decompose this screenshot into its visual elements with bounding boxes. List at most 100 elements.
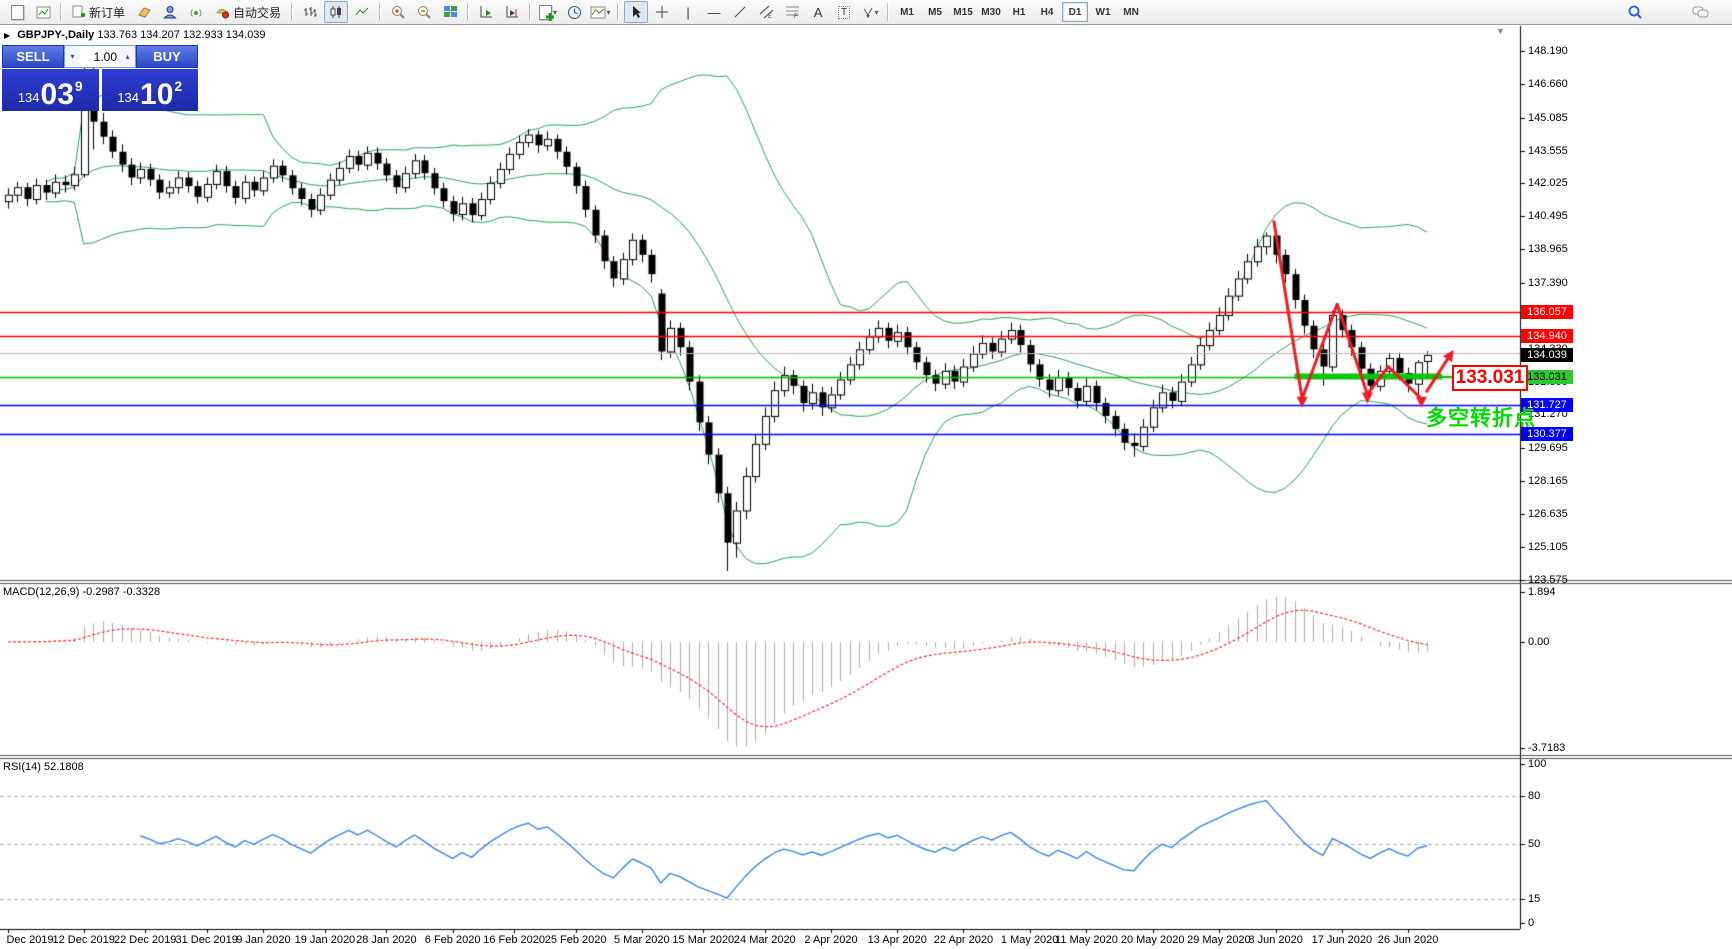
rsi-label: RSI(14) 52.1808 xyxy=(3,761,84,773)
sell-price-integer: 134 xyxy=(17,90,40,105)
indicator-template-icon[interactable]: ▾ xyxy=(588,1,612,23)
date-label: 11 May 2020 xyxy=(1055,934,1118,946)
text-label-icon[interactable]: T xyxy=(832,1,856,23)
symbol-period-label: GBPJPY-,Daily xyxy=(17,29,95,41)
date-label: 20 May 2020 xyxy=(1120,934,1185,946)
sell-price-pips: 03 xyxy=(40,78,74,111)
zoom-out-icon[interactable] xyxy=(412,1,436,23)
sell-price-point: 9 xyxy=(74,78,83,94)
new-object-icon[interactable]: ▾ xyxy=(536,1,560,23)
bar-chart-icon[interactable] xyxy=(298,1,322,23)
new-order-label: 新订单 xyxy=(89,5,126,20)
price-tick-label: 145.085 xyxy=(1528,111,1568,124)
buy-price-pips: 10 xyxy=(140,78,174,111)
auto-scroll-icon[interactable] xyxy=(474,1,498,23)
line-chart-icon[interactable] xyxy=(350,1,374,23)
timeframe-D1[interactable]: D1 xyxy=(1062,2,1089,23)
profile-icon[interactable] xyxy=(158,1,182,23)
date-label: 29 May 2020 xyxy=(1187,934,1251,946)
date-label: 24 Mar 2020 xyxy=(733,934,796,946)
svg-text:F: F xyxy=(794,14,798,19)
fibonacci-icon[interactable]: F xyxy=(780,1,804,23)
date-label: 12 Dec 2019 xyxy=(52,934,115,946)
macd-values: -0.2987 -0.3328 xyxy=(82,586,161,598)
date-label: 9 Jan 2020 xyxy=(236,934,291,946)
buy-price-point: 2 xyxy=(174,78,183,94)
price-badge: 136.057 xyxy=(1521,304,1573,319)
clock-icon[interactable] xyxy=(562,1,586,23)
one-click-trade-panel: SELL ▾ ▴ BUY 134 03 9 134 10 2 xyxy=(2,45,198,111)
rsi-value: 52.1808 xyxy=(43,761,84,773)
new-order-button[interactable]: 新订单 xyxy=(66,1,131,23)
price-tick-label: 143.555 xyxy=(1528,144,1568,157)
tile-windows-icon[interactable] xyxy=(438,1,462,23)
buy-button[interactable]: BUY xyxy=(136,45,198,68)
sell-button[interactable]: SELL xyxy=(2,45,64,68)
volume-input[interactable] xyxy=(80,46,120,67)
price-tick-label: 146.660 xyxy=(1528,77,1568,90)
eraser-icon[interactable] xyxy=(132,1,156,23)
date-label: 19 Jan 2020 xyxy=(294,934,356,946)
date-label: 16 Feb 2020 xyxy=(483,934,545,946)
macd-tick-label: 1.894 xyxy=(1528,586,1556,598)
ohlc-values: 133.763 134.207 132.933 134.039 xyxy=(97,29,266,41)
price-badge: 134.940 xyxy=(1521,328,1573,343)
price-tick-label: 140.495 xyxy=(1528,210,1568,223)
volume-up-button[interactable]: ▴ xyxy=(120,46,135,67)
chinese-annotation-text[interactable]: 多空转折点 xyxy=(1426,407,1536,430)
chart-shift-icon[interactable] xyxy=(500,1,524,23)
svg-text:E: E xyxy=(768,14,772,19)
price-badge: 131.727 xyxy=(1521,397,1573,412)
date-label: 15 Mar 2020 xyxy=(672,934,735,946)
signal-icon[interactable] xyxy=(184,1,208,23)
auto-trading-button[interactable]: 自动交易 xyxy=(209,1,287,23)
date-label: 31 Dec 2019 xyxy=(175,934,238,946)
macd-tick-label: 0.00 xyxy=(1528,636,1550,648)
new-chart-icon[interactable] xyxy=(5,1,29,23)
price-tick-label: 123.575 xyxy=(1528,573,1568,586)
arrows-tool-icon[interactable]: ▾ xyxy=(858,1,882,23)
timeframe-MN[interactable]: MN xyxy=(1123,6,1139,18)
timeframe-W1[interactable]: W1 xyxy=(1095,6,1111,18)
timeframe-bar: M1 M5 M15 M30 H1 H4 D1 W1 MN xyxy=(893,2,1145,23)
horizontal-line-icon[interactable]: — xyxy=(707,4,721,20)
chart-shift-marker-icon[interactable]: ▼ xyxy=(1496,26,1505,36)
date-label: 26 Jun 2020 xyxy=(1377,934,1439,946)
chart-title: ▶ GBPJPY-,Daily 133.763 134.207 132.933 … xyxy=(4,29,266,41)
price-badge: 134.039 xyxy=(1521,347,1573,362)
date-label: 6 Feb 2020 xyxy=(424,934,481,946)
collapse-arrow-icon[interactable]: ▶ xyxy=(4,31,11,40)
macd-label: MACD(12,26,9) -0.2987 -0.3328 xyxy=(3,586,161,598)
timeframe-M1[interactable]: M1 xyxy=(900,6,914,18)
cursor-icon[interactable] xyxy=(624,1,649,23)
volume-stepper: ▾ ▴ xyxy=(64,45,136,68)
trendline-icon[interactable] xyxy=(728,1,752,23)
channel-icon[interactable]: E xyxy=(754,1,778,23)
date-label: 1 May 2020 xyxy=(1000,934,1059,946)
buy-price-display[interactable]: 134 10 2 xyxy=(101,69,198,111)
timeframe-H1[interactable]: H1 xyxy=(1012,6,1026,18)
timeframe-H4[interactable]: H4 xyxy=(1040,6,1054,18)
price-flag-annotation[interactable]: 133.031 xyxy=(1452,365,1528,391)
toolbar: 新订单 自动交易 ▾ ▾ | — E F A T ▾ M1 M5 M15 M30 H1 H… xyxy=(0,0,1732,25)
text-icon[interactable]: A xyxy=(813,4,823,20)
zoom-in-icon[interactable] xyxy=(386,1,410,23)
volume-down-button[interactable]: ▾ xyxy=(65,46,80,67)
timeframe-M15[interactable]: M15 xyxy=(953,6,973,18)
rsi-tick-label: 15 xyxy=(1528,893,1541,906)
search-icon[interactable] xyxy=(1623,1,1647,23)
date-label: 13 Apr 2020 xyxy=(867,934,927,946)
crosshair-icon[interactable] xyxy=(650,1,674,23)
candle-chart-icon[interactable] xyxy=(324,1,349,23)
timeframe-M30[interactable]: M30 xyxy=(981,6,1001,18)
sell-price-display[interactable]: 134 03 9 xyxy=(2,69,99,111)
price-tick-label: 148.190 xyxy=(1528,45,1568,57)
price-tick-label: 125.105 xyxy=(1528,540,1568,553)
vertical-line-icon[interactable]: | xyxy=(686,4,690,20)
timeframe-M5[interactable]: M5 xyxy=(928,6,942,18)
chat-icon[interactable] xyxy=(1689,1,1713,23)
date-label: 5 Mar 2020 xyxy=(613,934,670,946)
tick-chart-icon[interactable] xyxy=(31,1,55,23)
